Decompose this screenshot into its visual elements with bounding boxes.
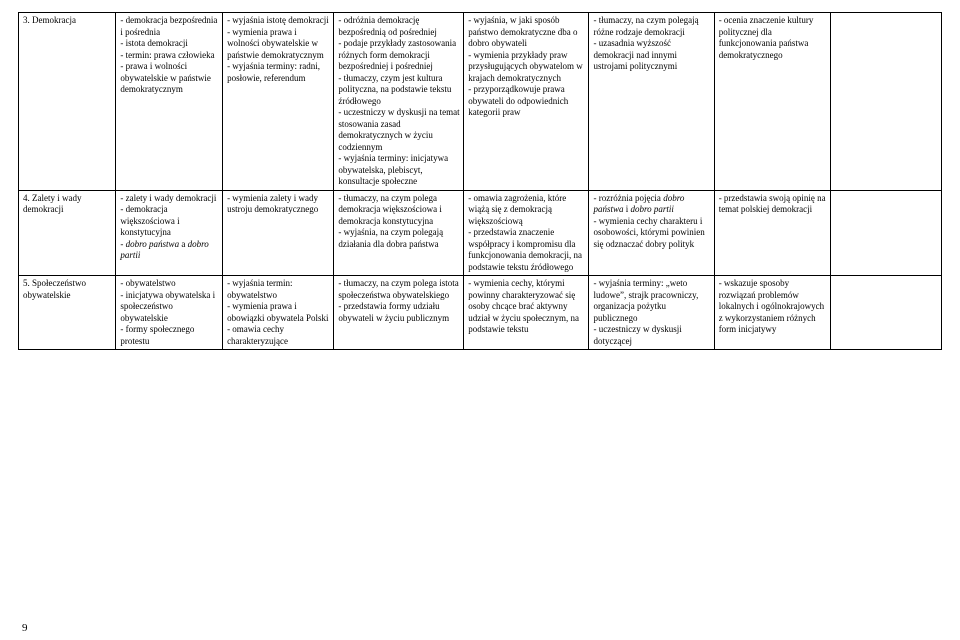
cell-content: - wyjaśnia istotę demokracji- wymienia p… bbox=[223, 13, 334, 191]
cell-content: - przedstawia swoją opinię na temat pols… bbox=[714, 190, 830, 276]
table-row: 4. Zalety i wady demokracji - zalety i w… bbox=[19, 190, 942, 276]
cell-content: - wskazuje sposoby rozwiązań problemów l… bbox=[714, 276, 830, 350]
cell-content: - wymienia zalety i wady ustroju demokra… bbox=[223, 190, 334, 276]
cell-empty bbox=[830, 190, 941, 276]
cell-content: - obywatelstwo- inicjatywa obywatelska i… bbox=[116, 276, 223, 350]
curriculum-table: 3. Demokracja - demokracja bezpośrednia … bbox=[18, 12, 942, 350]
cell-empty bbox=[830, 13, 941, 191]
cell-topic: 5. Społeczeństwo obywatelskie bbox=[19, 276, 116, 350]
page-container: 3. Demokracja - demokracja bezpośrednia … bbox=[0, 0, 960, 640]
cell-content: - demokracja bezpośrednia i pośrednia- i… bbox=[116, 13, 223, 191]
cell-content: - wyjaśnia termin: obywatelstwo- wymieni… bbox=[223, 276, 334, 350]
table-row: 5. Społeczeństwo obywatelskie - obywatel… bbox=[19, 276, 942, 350]
cell-content: - tłumaczy, na czym polegają różne rodza… bbox=[589, 13, 714, 191]
cell-content: - omawia zagrożenia, które wiążą się z d… bbox=[464, 190, 589, 276]
cell-content: - wyjaśnia, w jaki sposób państwo demokr… bbox=[464, 13, 589, 191]
cell-content: - zalety i wady demokracji- demokracja w… bbox=[116, 190, 223, 276]
cell-content: - wymienia cechy, którymi powinny charak… bbox=[464, 276, 589, 350]
cell-content: - tłumaczy, na czym polega istota społec… bbox=[334, 276, 464, 350]
cell-topic: 3. Demokracja bbox=[19, 13, 116, 191]
cell-content: - ocenia znaczenie kultury politycznej d… bbox=[714, 13, 830, 191]
cell-content: - wyjaśnia terminy: „weto ludowe”, straj… bbox=[589, 276, 714, 350]
page-number: 9 bbox=[22, 622, 28, 634]
cell-empty bbox=[830, 276, 941, 350]
table-row: 3. Demokracja - demokracja bezpośrednia … bbox=[19, 13, 942, 191]
cell-content: - rozróżnia pojęcia dobro państwa i dobr… bbox=[589, 190, 714, 276]
cell-content: - odróżnia demokrację bezpośrednią od po… bbox=[334, 13, 464, 191]
cell-topic: 4. Zalety i wady demokracji bbox=[19, 190, 116, 276]
cell-content: - tłumaczy, na czym polega demokracja wi… bbox=[334, 190, 464, 276]
